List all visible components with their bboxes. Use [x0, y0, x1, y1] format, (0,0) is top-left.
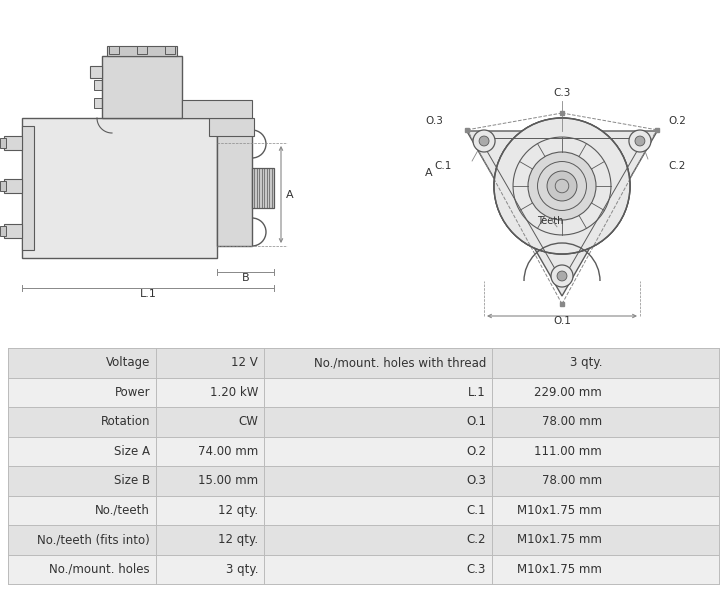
Text: Teeth: Teeth: [537, 216, 563, 226]
Text: C.1: C.1: [435, 161, 452, 171]
Text: A: A: [425, 168, 433, 178]
Bar: [8, 348, 719, 377]
Text: Size A: Size A: [114, 445, 150, 458]
Bar: [22, 126, 34, 250]
Text: O.2: O.2: [669, 116, 686, 127]
Text: C.3: C.3: [467, 563, 486, 576]
Bar: [165, 46, 175, 54]
Bar: [90, 66, 102, 78]
Text: No./teeth (fits into): No./teeth (fits into): [37, 533, 150, 546]
Text: L.1: L.1: [140, 289, 156, 299]
Text: Voltage: Voltage: [105, 356, 150, 369]
Text: 12 V: 12 V: [231, 356, 258, 369]
Circle shape: [473, 130, 495, 152]
Text: C.2: C.2: [467, 533, 486, 546]
Text: C.3: C.3: [553, 88, 571, 98]
Text: 12 qty.: 12 qty.: [218, 533, 258, 546]
Text: Size B: Size B: [114, 474, 150, 487]
Text: No./mount. holes: No./mount. holes: [49, 563, 150, 576]
Text: C.2: C.2: [668, 161, 686, 171]
Text: 111.00 mm: 111.00 mm: [534, 445, 602, 458]
Circle shape: [494, 118, 630, 254]
Text: A: A: [286, 190, 294, 199]
Text: No./teeth: No./teeth: [95, 504, 150, 517]
Text: 74.00 mm: 74.00 mm: [198, 445, 258, 458]
Circle shape: [537, 161, 587, 211]
Text: No./mount. holes with thread: No./mount. holes with thread: [313, 356, 486, 369]
Text: O.2: O.2: [466, 445, 486, 458]
Bar: [4, 179, 22, 193]
Circle shape: [547, 171, 577, 201]
Text: 3 qty.: 3 qty.: [225, 563, 258, 576]
Text: 12 qty.: 12 qty.: [218, 504, 258, 517]
Bar: [8, 407, 719, 437]
Text: M10x1.75 mm: M10x1.75 mm: [517, 504, 602, 517]
Bar: [8, 554, 719, 584]
Bar: [22, 118, 217, 258]
Bar: [4, 136, 22, 150]
Bar: [107, 46, 177, 56]
Bar: [209, 118, 254, 136]
Text: B: B: [241, 273, 249, 283]
Text: 78.00 mm: 78.00 mm: [542, 415, 602, 428]
Text: M10x1.75 mm: M10x1.75 mm: [517, 533, 602, 546]
Bar: [94, 98, 102, 108]
Text: 229.00 mm: 229.00 mm: [534, 386, 602, 399]
Circle shape: [551, 265, 573, 287]
Circle shape: [629, 130, 651, 152]
Bar: [94, 80, 102, 90]
Text: Power: Power: [114, 386, 150, 399]
Bar: [4, 224, 22, 238]
Bar: [137, 46, 147, 54]
Text: M10x1.75 mm: M10x1.75 mm: [517, 563, 602, 576]
Bar: [0, 181, 6, 191]
Text: L.1: L.1: [468, 386, 486, 399]
Bar: [252, 168, 274, 208]
Text: 78.00 mm: 78.00 mm: [542, 474, 602, 487]
Text: 15.00 mm: 15.00 mm: [198, 474, 258, 487]
Circle shape: [494, 118, 630, 254]
Circle shape: [635, 136, 645, 146]
Circle shape: [479, 136, 489, 146]
Text: 1.20 kW: 1.20 kW: [209, 386, 258, 399]
Text: O.1: O.1: [553, 316, 571, 326]
Text: O.1: O.1: [466, 415, 486, 428]
Text: O.3: O.3: [466, 474, 486, 487]
Circle shape: [528, 152, 596, 220]
Bar: [8, 525, 719, 554]
Bar: [8, 466, 719, 496]
Text: O.3: O.3: [425, 116, 443, 127]
Text: 3 qty.: 3 qty.: [569, 356, 602, 369]
Bar: [109, 46, 119, 54]
Bar: [102, 56, 182, 118]
Bar: [0, 138, 6, 148]
Bar: [8, 437, 719, 466]
Bar: [8, 496, 719, 525]
Bar: [8, 377, 719, 407]
Bar: [0, 226, 6, 236]
Text: CW: CW: [238, 415, 258, 428]
Text: Rotation: Rotation: [100, 415, 150, 428]
Bar: [217, 130, 252, 246]
Circle shape: [555, 179, 569, 193]
Bar: [182, 100, 252, 118]
Text: C.1: C.1: [467, 504, 486, 517]
Circle shape: [557, 271, 567, 281]
Polygon shape: [467, 131, 657, 296]
